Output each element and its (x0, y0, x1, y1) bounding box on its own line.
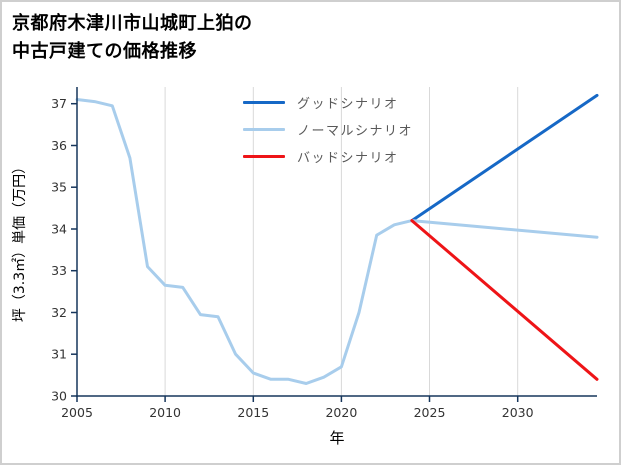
x-tick-label: 2005 (61, 405, 93, 420)
legend-label-bad: バッドシナリオ (297, 151, 399, 166)
legend-item-bad: バッドシナリオ (243, 148, 413, 166)
x-tick-label: 2010 (149, 405, 181, 420)
series-line-normal (410, 219, 599, 239)
x-axis-label: 年 (329, 429, 344, 447)
legend-swatch-good-line (243, 101, 285, 104)
legend: グッドシナリオ ノーマルシナリオ バッドシナリオ (243, 94, 414, 166)
y-tick-label: 32 (51, 305, 67, 320)
chart-title-line2: 中古戸建ての価格推移 (12, 40, 197, 62)
x-tick-label: 2030 (502, 405, 534, 420)
series-line-bad (410, 219, 599, 381)
x-tick-label: 2020 (325, 405, 357, 420)
y-tick-label: 33 (51, 263, 67, 278)
series-line-good (410, 93, 599, 223)
y-tick-label: 35 (51, 180, 67, 195)
legend-item-good: グッドシナリオ (243, 94, 413, 112)
legend-item-normal: ノーマルシナリオ (243, 121, 414, 139)
chart-title-line1: 京都府木津川市山城町上狛の (12, 13, 253, 34)
legend-label-normal: ノーマルシナリオ (297, 124, 414, 139)
legend-swatch-normal-line (243, 128, 285, 131)
y-tick-label: 31 (51, 347, 67, 362)
y-tick-label: 37 (51, 96, 67, 111)
y-tick-label: 36 (51, 138, 67, 153)
y-tick-label: 34 (51, 222, 67, 237)
legend-swatch-bad-line (243, 155, 285, 158)
x-tick-label: 2025 (414, 405, 446, 420)
legend-label-good: グッドシナリオ (297, 97, 399, 112)
y-tick-label: 30 (51, 389, 67, 404)
chart-title: 京都府木津川市山城町上狛の 中古戸建ての価格推移 (12, 10, 253, 66)
x-tick-label: 2015 (237, 405, 269, 420)
y-axis-label: 坪（3.3㎡）単価（万円） (12, 160, 28, 322)
series-line-history (75, 98, 414, 385)
